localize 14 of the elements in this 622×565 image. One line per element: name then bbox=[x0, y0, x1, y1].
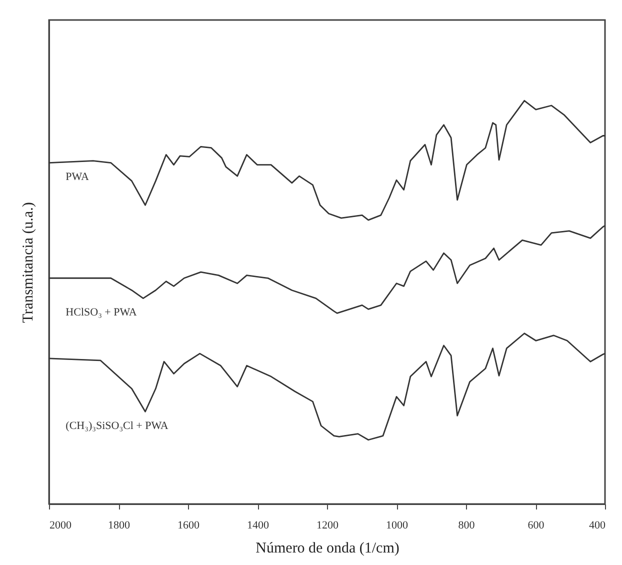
x-tick-label: 2000 bbox=[50, 520, 72, 532]
series-label: PWA bbox=[66, 170, 89, 183]
x-tick-label: 1600 bbox=[178, 520, 200, 532]
x-tick-label: 1200 bbox=[316, 520, 339, 532]
series-label: HClSO₃ + PWA bbox=[66, 306, 137, 318]
y-axis-title: Transmitancia (u.a.) bbox=[20, 202, 36, 323]
text: (CH₃)₃SiSO₃Cl + PWA bbox=[66, 420, 168, 432]
x-tick-label: 1800 bbox=[108, 520, 130, 532]
x-tick-label: 1400 bbox=[247, 520, 270, 532]
x-tick-label: 1000 bbox=[386, 520, 408, 532]
x-axis-title: Número de onda (1/cm) bbox=[256, 540, 400, 556]
x-tick-label: 600 bbox=[528, 520, 545, 532]
x-tick-label: 400 bbox=[589, 520, 606, 532]
x-tick-label: 800 bbox=[458, 520, 476, 532]
